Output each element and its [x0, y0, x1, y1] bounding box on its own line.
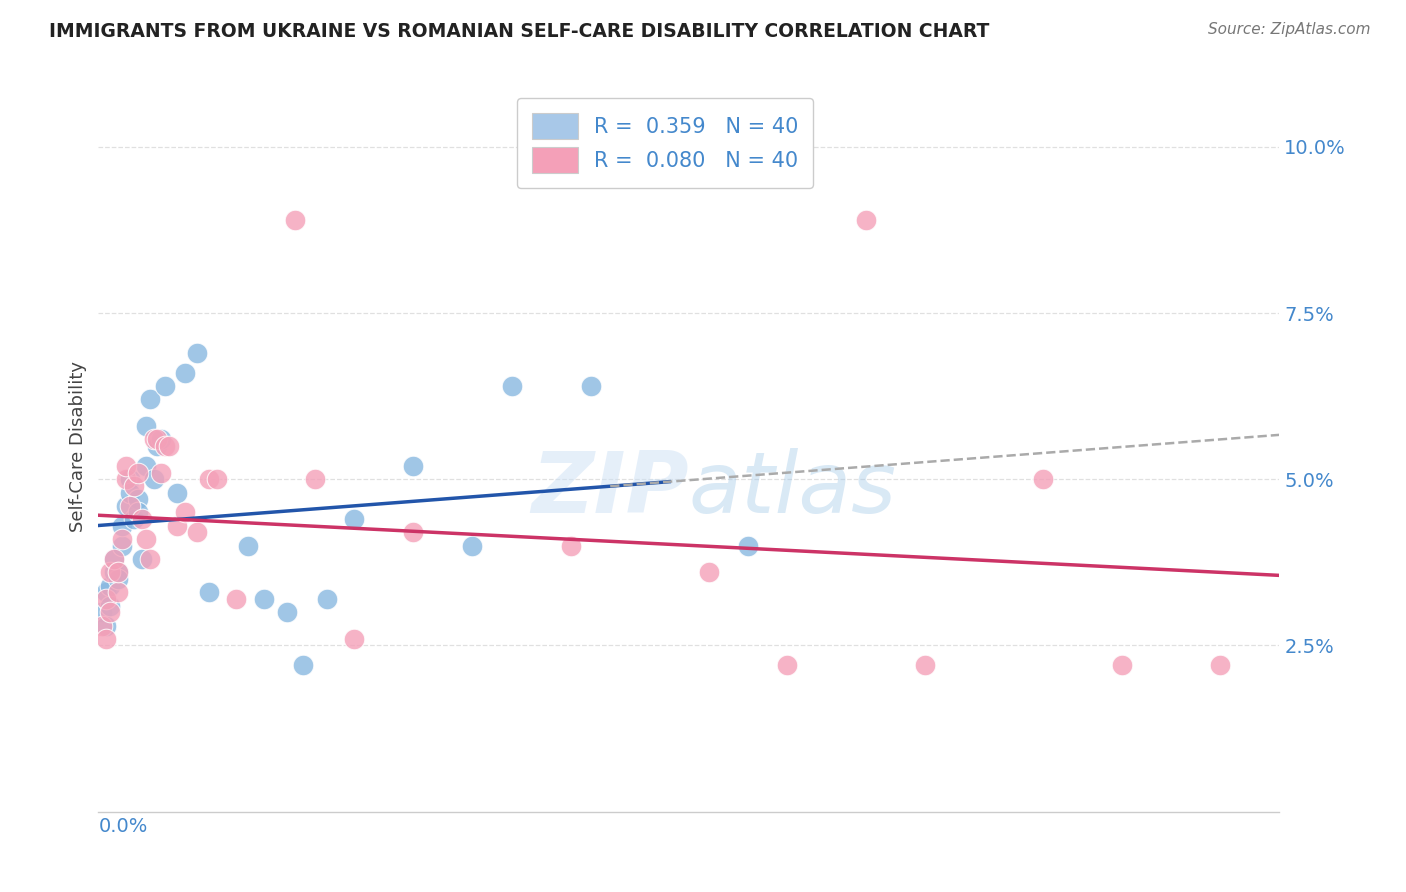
Point — [111, 539, 134, 553]
Point — [284, 213, 307, 227]
Point — [127, 466, 149, 480]
Point — [107, 572, 129, 586]
Text: 0.0%: 0.0% — [98, 817, 148, 836]
Point — [560, 539, 582, 553]
Point — [96, 618, 118, 632]
Point — [737, 539, 759, 553]
Point — [122, 479, 145, 493]
Point — [155, 439, 177, 453]
Point — [127, 506, 149, 520]
Point — [118, 485, 141, 500]
Point — [304, 472, 326, 486]
Point — [186, 525, 208, 540]
Point — [103, 552, 125, 566]
Point — [96, 591, 118, 606]
Text: ZIP: ZIP — [531, 449, 689, 532]
Point — [135, 458, 157, 473]
Point — [96, 632, 118, 646]
Point — [1032, 472, 1054, 486]
Point — [276, 605, 298, 619]
Point — [292, 658, 315, 673]
Point — [174, 366, 197, 380]
Point — [103, 552, 125, 566]
Point — [236, 539, 259, 553]
Point — [107, 585, 129, 599]
Point — [197, 472, 219, 486]
Point — [150, 433, 173, 447]
Point — [115, 472, 138, 486]
Point — [146, 439, 169, 453]
Point — [122, 512, 145, 526]
Point — [697, 566, 720, 580]
Text: IMMIGRANTS FROM UKRAINE VS ROMANIAN SELF-CARE DISABILITY CORRELATION CHART: IMMIGRANTS FROM UKRAINE VS ROMANIAN SELF… — [49, 22, 990, 41]
Point — [1111, 658, 1133, 673]
Point — [402, 458, 425, 473]
Point — [205, 472, 228, 486]
Point — [103, 566, 125, 580]
Text: atlas: atlas — [689, 449, 897, 532]
Point — [166, 518, 188, 533]
Point — [115, 458, 138, 473]
Point — [111, 532, 134, 546]
Point — [107, 566, 129, 580]
Point — [166, 485, 188, 500]
Point — [98, 566, 121, 580]
Point — [98, 599, 121, 613]
Point — [146, 433, 169, 447]
Point — [131, 512, 153, 526]
Point — [96, 585, 118, 599]
Point — [501, 379, 523, 393]
Point — [1209, 658, 1232, 673]
Point — [118, 472, 141, 486]
Point — [315, 591, 337, 606]
Point — [150, 466, 173, 480]
Point — [461, 539, 484, 553]
Point — [776, 658, 799, 673]
Y-axis label: Self-Care Disability: Self-Care Disability — [69, 360, 87, 532]
Point — [155, 379, 177, 393]
Point — [111, 518, 134, 533]
Point — [135, 419, 157, 434]
Point — [142, 472, 165, 486]
Point — [914, 658, 936, 673]
Point — [197, 585, 219, 599]
Legend: R =  0.359   N = 40, R =  0.080   N = 40: R = 0.359 N = 40, R = 0.080 N = 40 — [517, 98, 813, 188]
Point — [579, 379, 602, 393]
Point — [115, 499, 138, 513]
Point — [225, 591, 247, 606]
Point — [107, 566, 129, 580]
Point — [402, 525, 425, 540]
Point — [138, 392, 160, 407]
Point — [118, 499, 141, 513]
Point — [174, 506, 197, 520]
Point — [253, 591, 276, 606]
Point — [343, 632, 366, 646]
Point — [138, 552, 160, 566]
Point — [91, 618, 114, 632]
Point — [186, 346, 208, 360]
Point — [142, 433, 165, 447]
Point — [98, 579, 121, 593]
Point — [343, 512, 366, 526]
Text: Source: ZipAtlas.com: Source: ZipAtlas.com — [1208, 22, 1371, 37]
Point — [157, 439, 180, 453]
Point — [91, 605, 114, 619]
Point — [855, 213, 877, 227]
Point — [98, 605, 121, 619]
Point — [131, 552, 153, 566]
Point — [127, 492, 149, 507]
Point — [135, 532, 157, 546]
